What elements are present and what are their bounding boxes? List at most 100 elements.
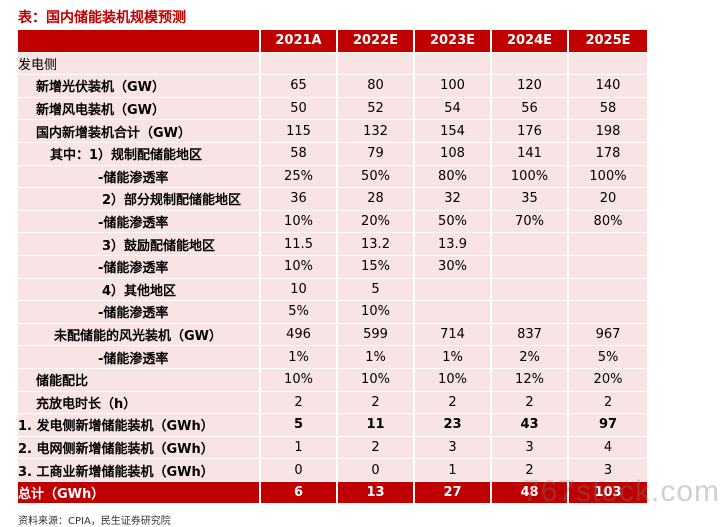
value-cell: 4: [569, 436, 647, 460]
value-cell: 13.2: [338, 233, 415, 256]
value-cell: [569, 52, 647, 76]
value-cell: 1%: [261, 346, 338, 369]
value-cell: 140: [569, 75, 647, 98]
watermark: 767stock.com: [522, 475, 720, 508]
value-cell: 1%: [415, 346, 492, 369]
row-label: -储能渗透率: [18, 165, 261, 189]
value-cell: 58: [569, 97, 647, 121]
value-cell: 50: [261, 97, 338, 121]
value-cell: 5%: [569, 346, 647, 369]
row-label: 2. 电网侧新增储能装机（GWh）: [18, 436, 261, 460]
value-cell: 10%: [415, 368, 492, 392]
table-title: 表：国内储能装机规模预测: [18, 10, 186, 26]
row-label: 国内新增装机合计（GW）: [18, 120, 261, 143]
forecast-table: 2021A 2022E 2023E 2024E 2025E 发电侧 新增光伏装机（…: [18, 30, 718, 505]
value-cell: 5: [261, 414, 338, 437]
value-cell: 15%: [338, 255, 415, 279]
value-cell: 79: [338, 142, 415, 166]
row-label: -储能渗透率: [18, 255, 261, 279]
table-row: 3. 工商业新增储能装机（GWh） 0 0 1 2 3: [18, 459, 718, 482]
value-cell: 36: [261, 188, 338, 211]
value-cell: 837: [492, 323, 569, 347]
value-cell: [569, 255, 647, 279]
value-cell: 20: [569, 188, 647, 211]
value-cell: [415, 278, 492, 302]
value-cell: 115: [261, 120, 338, 143]
value-cell: [492, 255, 569, 279]
value-cell: 0: [261, 459, 338, 482]
value-cell: 20%: [569, 368, 647, 392]
table-row: 1. 发电侧新增储能装机（GWh） 5 11 23 43 97: [18, 414, 718, 437]
total-cell: 6: [261, 481, 338, 505]
value-cell: 2: [569, 391, 647, 415]
table-row: -储能渗透率 5% 10%: [18, 301, 718, 324]
row-label: 新增风电装机（GW）: [18, 97, 261, 121]
row-label: 2）部分规制配储能地区: [18, 188, 261, 211]
value-cell: 80%: [415, 165, 492, 189]
table-row: 发电侧: [18, 52, 718, 76]
total-cell: 13: [338, 481, 415, 505]
value-cell: 100%: [492, 165, 569, 189]
table-body: 发电侧 新增光伏装机（GW） 65 80 100 120 140 新增风电装机（GW） 50 52…: [18, 52, 718, 482]
header-cell: 2023E: [415, 30, 492, 53]
value-cell: 5: [338, 278, 415, 302]
value-cell: 50%: [415, 210, 492, 234]
table-row: -储能渗透率 25% 50% 80% 100% 100%: [18, 165, 718, 189]
source-note: 资料来源：CPIA，民生证券研究院: [18, 516, 171, 527]
row-label: 未配储能的风光装机（GW）: [18, 323, 261, 347]
value-cell: 2%: [492, 346, 569, 369]
value-cell: 80: [338, 75, 415, 98]
row-label: 3）鼓励配储能地区: [18, 233, 261, 256]
value-cell: 496: [261, 323, 338, 347]
table-row: 4）其他地区 10 5: [18, 278, 718, 302]
value-cell: [569, 233, 647, 256]
value-cell: [569, 301, 647, 324]
value-cell: 25%: [261, 165, 338, 189]
row-label: -储能渗透率: [18, 210, 261, 234]
value-cell: 141: [492, 142, 569, 166]
value-cell: 12%: [492, 368, 569, 392]
table-row: 储能配比 10% 10% 10% 12% 20%: [18, 368, 718, 392]
value-cell: 65: [261, 75, 338, 98]
value-cell: 52: [338, 97, 415, 121]
value-cell: 20%: [338, 210, 415, 234]
value-cell: 1%: [338, 346, 415, 369]
value-cell: 1: [261, 436, 338, 460]
value-cell: 0: [338, 459, 415, 482]
value-cell: 2: [261, 391, 338, 415]
value-cell: [492, 233, 569, 256]
table-row: -储能渗透率 1% 1% 1% 2% 5%: [18, 346, 718, 369]
table-row: 国内新增装机合计（GW） 115 132 154 176 198: [18, 120, 718, 143]
table-row: 新增光伏装机（GW） 65 80 100 120 140: [18, 75, 718, 98]
table-row: -储能渗透率 10% 15% 30%: [18, 255, 718, 279]
value-cell: 10%: [338, 368, 415, 392]
row-label: 4）其他地区: [18, 278, 261, 302]
value-cell: 599: [338, 323, 415, 347]
value-cell: [261, 52, 338, 76]
value-cell: 967: [569, 323, 647, 347]
total-cell: 48: [492, 481, 569, 505]
total-cell: 27: [415, 481, 492, 505]
header-cell: 2022E: [338, 30, 415, 53]
value-cell: 154: [415, 120, 492, 143]
value-cell: [492, 301, 569, 324]
value-cell: 10%: [261, 368, 338, 392]
row-label: 3. 工商业新增储能装机（GWh）: [18, 459, 261, 482]
header-cell: [18, 30, 261, 53]
header-cell: 2025E: [569, 30, 647, 53]
value-cell: 132: [338, 120, 415, 143]
row-label: 新增光伏装机（GW）: [18, 75, 261, 98]
value-cell: 30%: [415, 255, 492, 279]
value-cell: 10%: [261, 210, 338, 234]
value-cell: 10%: [338, 301, 415, 324]
value-cell: 3: [415, 436, 492, 460]
value-cell: [338, 52, 415, 76]
row-label: -储能渗透率: [18, 301, 261, 324]
value-cell: 80%: [569, 210, 647, 234]
total-label: 总计（GWh）: [18, 481, 261, 505]
header-cell: 2021A: [261, 30, 338, 53]
value-cell: 714: [415, 323, 492, 347]
value-cell: 11.5: [261, 233, 338, 256]
row-label: 充放电时长（h）: [18, 391, 261, 415]
value-cell: [415, 301, 492, 324]
